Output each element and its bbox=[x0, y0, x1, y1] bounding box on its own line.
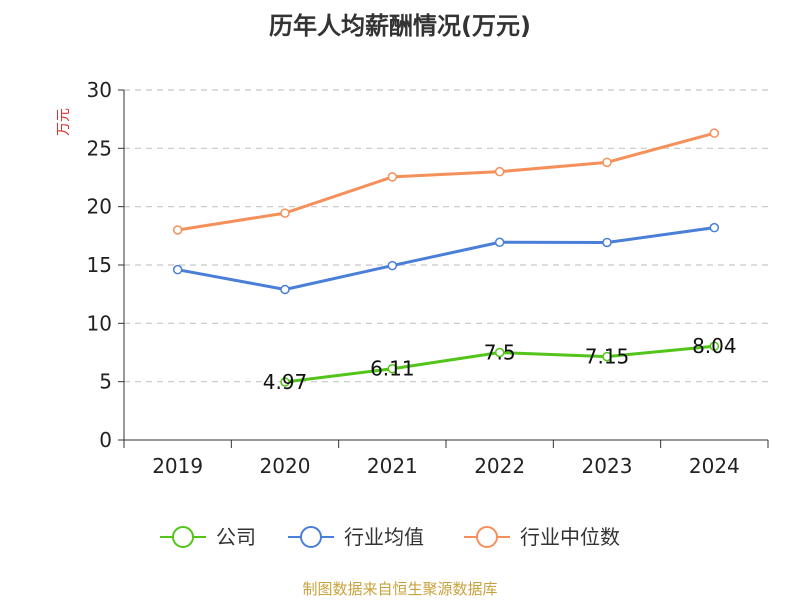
source-note: 制图数据来自恒生聚源数据库 bbox=[302, 580, 498, 598]
data-point bbox=[494, 237, 505, 247]
x-tick-label: 2023 bbox=[582, 454, 633, 478]
chart-title: 历年人均薪酬情况(万元) bbox=[269, 12, 531, 40]
data-point bbox=[387, 363, 398, 374]
data-point bbox=[709, 222, 720, 233]
data-label: 8.04 bbox=[692, 334, 737, 358]
data-point bbox=[280, 208, 290, 218]
x-tick-label: 2019 bbox=[152, 454, 203, 478]
y-tick-label: 5 bbox=[99, 370, 112, 394]
x-tick-label: 2020 bbox=[260, 454, 311, 478]
legend-label: 行业均值 bbox=[344, 525, 424, 549]
legend-marker bbox=[476, 526, 498, 548]
data-point bbox=[602, 237, 612, 248]
legend-marker bbox=[172, 526, 194, 548]
data-point bbox=[387, 260, 398, 271]
data-label: 7.15 bbox=[585, 345, 630, 369]
legend-label: 行业中位数 bbox=[520, 525, 620, 549]
data-label: 7.5 bbox=[484, 341, 516, 365]
series-line bbox=[177, 131, 715, 232]
data-point bbox=[280, 377, 290, 387]
y-tick-label: 15 bbox=[87, 253, 112, 277]
data-point bbox=[602, 157, 612, 168]
data-point bbox=[172, 264, 183, 275]
data-point bbox=[387, 172, 398, 182]
data-point bbox=[709, 128, 720, 138]
y-tick-label: 25 bbox=[87, 136, 112, 160]
data-point bbox=[494, 347, 505, 358]
y-tick-label: 20 bbox=[87, 195, 112, 219]
data-point bbox=[172, 225, 183, 235]
data-point bbox=[602, 351, 612, 362]
data-point bbox=[709, 341, 720, 351]
legend-marker bbox=[300, 526, 322, 548]
data-label: 4.97 bbox=[263, 370, 308, 394]
data-point bbox=[494, 166, 505, 177]
data-label: 6.11 bbox=[370, 357, 415, 381]
legend-label: 公司 bbox=[216, 525, 256, 549]
y-axis-label: 万元 bbox=[56, 108, 72, 136]
data-point bbox=[280, 284, 290, 295]
x-tick-label: 2022 bbox=[474, 454, 525, 478]
series-line bbox=[177, 226, 715, 291]
y-tick-label: 10 bbox=[87, 311, 112, 335]
x-tick-label: 2021 bbox=[367, 454, 418, 478]
x-tick-label: 2024 bbox=[689, 454, 740, 478]
y-tick-label: 0 bbox=[99, 428, 112, 452]
y-tick-label: 30 bbox=[87, 78, 112, 102]
